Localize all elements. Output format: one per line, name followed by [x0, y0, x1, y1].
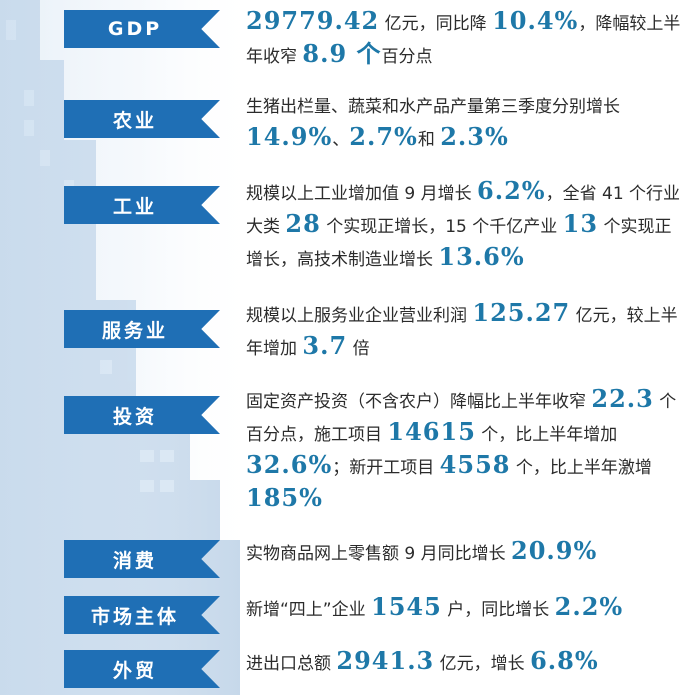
category-description: 实物商品网上零售额 9 月同比增长 20.9%	[246, 536, 686, 569]
highlight-figure: 2.3%	[440, 122, 509, 151]
category-tag: 市场主体	[64, 596, 220, 634]
category-description: 规模以上服务业企业营业利润 125.27 亿元，较上半年增加 3.7 倍	[246, 298, 686, 364]
highlight-figure: 29779.42	[246, 6, 380, 35]
description-text: 个实现正增长，高技术制造业增长	[246, 217, 672, 270]
highlight-figure: 28	[285, 209, 321, 238]
description-text: 、	[332, 130, 350, 150]
description-text: ；新开工项目	[332, 458, 440, 478]
description-text: 进出口总额	[246, 654, 337, 674]
highlight-figure: 6.2%	[477, 176, 546, 205]
description-text: 百分点	[381, 47, 433, 67]
highlight-figure: 8.9 个	[302, 39, 382, 68]
highlight-figure: 4558	[439, 450, 511, 479]
description-text: 规模以上工业增加值 9 月增长	[246, 184, 478, 204]
category-description: 规模以上工业增加值 9 月增长 6.2%，全省 41 个行业大类 28 个实现正…	[246, 176, 686, 275]
description-text: 生猪出栏量、蔬菜和水产品产量第三季度分别增长	[246, 97, 620, 117]
category-tag: 农业	[64, 100, 220, 138]
highlight-figure: 185%	[246, 483, 323, 512]
description-text: 固定资产投资（不含农户）降幅比上半年收窄	[246, 392, 592, 412]
highlight-figure: 2941.3	[336, 646, 435, 675]
highlight-figure: 13.6%	[438, 242, 525, 271]
category-description: 新增“四上”企业 1545 户，同比增长 2.2%	[246, 592, 686, 625]
highlight-figure: 3.7	[302, 331, 348, 360]
description-text: 个百分点，施工项目	[246, 392, 677, 445]
highlight-figure: 125.27	[472, 298, 571, 327]
description-text: 个，比上半年激增	[510, 458, 652, 478]
description-text: 个，比上半年增加	[475, 425, 618, 445]
category-tag: 工业	[64, 186, 220, 224]
category-tag: 服务业	[64, 310, 220, 348]
category-description: 固定资产投资（不含农户）降幅比上半年收窄 22.3 个百分点，施工项目 1461…	[246, 384, 686, 516]
category-tag: GDP	[64, 10, 220, 48]
category-description: 29779.42 亿元，同比降 10.4%，降幅较上半年收窄 8.9 个百分点	[246, 6, 686, 72]
highlight-figure: 32.6%	[246, 450, 333, 479]
description-text: 实物商品网上零售额 9 月同比增长	[246, 544, 512, 564]
category-tag: 消费	[64, 540, 220, 578]
description-text: 个实现正增长，15 个千亿产业	[320, 217, 563, 237]
description-text: 新增“四上”企业	[246, 600, 372, 620]
description-text: 和	[417, 130, 441, 150]
category-description: 进出口总额 2941.3 亿元，增长 6.8%	[246, 646, 686, 679]
highlight-figure: 20.9%	[511, 536, 598, 565]
highlight-figure: 1545	[371, 592, 442, 621]
description-text: ，降幅较上半年收窄	[246, 14, 681, 67]
description-text: 户，同比增长	[441, 600, 555, 620]
category-tag: 外贸	[64, 650, 220, 688]
category-description: 生猪出栏量、蔬菜和水产品产量第三季度分别增长 14.9%、2.7%和 2.3%	[246, 92, 686, 155]
description-text: 亿元，同比降	[379, 14, 493, 34]
category-tag: 投资	[64, 396, 220, 434]
highlight-figure: 2.7%	[349, 122, 418, 151]
highlight-figure: 14.9%	[246, 122, 333, 151]
description-text: 倍	[347, 339, 370, 359]
highlight-figure: 6.8%	[530, 646, 599, 675]
highlight-figure: 13	[562, 209, 599, 238]
highlight-figure: 10.4%	[492, 6, 579, 35]
description-text: 亿元，较上半年增加	[246, 306, 678, 359]
description-text: 亿元，增长	[434, 654, 531, 674]
highlight-figure: 2.2%	[554, 592, 624, 621]
description-text: 规模以上服务业企业营业利润	[246, 306, 473, 326]
description-text: ，全省 41 个行业大类	[246, 184, 681, 237]
highlight-figure: 22.3	[591, 384, 654, 413]
highlight-figure: 14615	[387, 417, 476, 446]
